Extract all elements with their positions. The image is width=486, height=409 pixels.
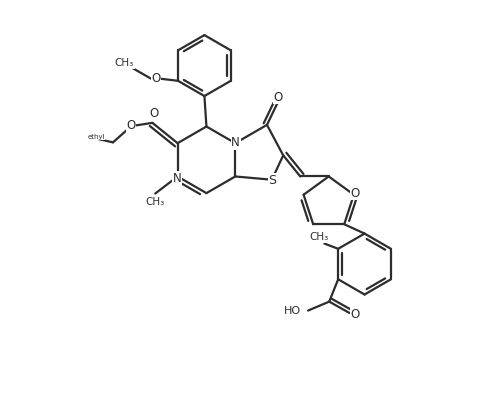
Text: O: O <box>351 187 360 200</box>
Text: ethyl: ethyl <box>87 134 105 139</box>
Text: O: O <box>126 119 136 132</box>
Text: CH₃: CH₃ <box>115 58 134 68</box>
Text: O: O <box>350 308 360 321</box>
Text: O: O <box>273 91 282 104</box>
Text: CH₃: CH₃ <box>309 232 328 243</box>
Text: O: O <box>149 108 158 120</box>
Text: HO: HO <box>284 306 301 317</box>
Text: N: N <box>173 172 182 185</box>
Text: N: N <box>231 136 240 149</box>
Text: CH₃: CH₃ <box>145 198 164 207</box>
Text: O: O <box>152 72 161 85</box>
Text: S: S <box>268 174 276 187</box>
